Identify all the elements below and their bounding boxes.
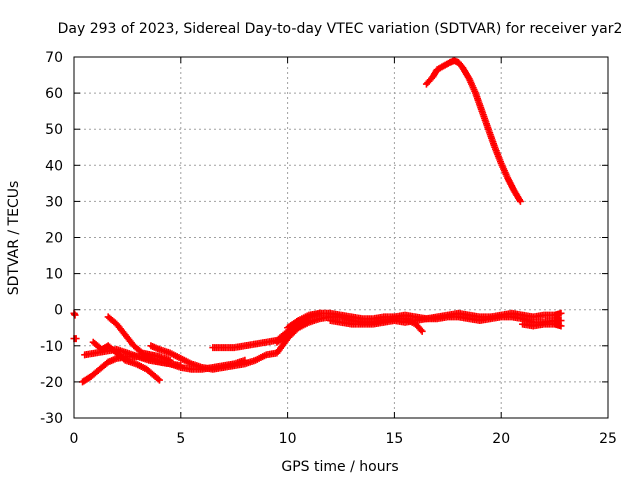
series-track-13 bbox=[422, 57, 524, 205]
x-axis-label: GPS time / hours bbox=[281, 459, 398, 475]
chart-title: Day 293 of 2023, Sidereal Day-to-day VTE… bbox=[58, 21, 623, 37]
ticks bbox=[73, 56, 609, 419]
y-tick-label: -20 bbox=[40, 375, 63, 391]
data-point-markers bbox=[519, 320, 565, 330]
data-point-markers bbox=[422, 57, 524, 205]
y-tick-label: 70 bbox=[45, 50, 63, 66]
x-tick-label: 0 bbox=[70, 431, 79, 447]
y-tick-label: 50 bbox=[45, 122, 63, 138]
y-tick-label: 40 bbox=[45, 158, 63, 174]
y-tick-label: -10 bbox=[40, 339, 63, 355]
grid bbox=[74, 57, 608, 418]
y-tick-label: -30 bbox=[40, 411, 63, 427]
x-tick-label: 5 bbox=[176, 431, 185, 447]
data-point-markers bbox=[89, 338, 163, 384]
x-tick-label: 20 bbox=[492, 431, 510, 447]
y-tick-label: 10 bbox=[45, 267, 63, 283]
y-axis-label: SDTVAR / TECUs bbox=[6, 181, 22, 296]
series-track-6 bbox=[104, 313, 174, 364]
y-tick-label: 30 bbox=[45, 194, 63, 210]
series-track-12 bbox=[519, 320, 565, 330]
x-tick-label: 10 bbox=[279, 431, 297, 447]
tick-labels: 0 5 10 15 20 25 -30 -20 -10 0 10 20 30 40 50 60 70 bbox=[40, 50, 617, 447]
y-tick-label: 60 bbox=[45, 86, 63, 102]
x-tick-label: 15 bbox=[385, 431, 403, 447]
data-point-markers bbox=[104, 313, 174, 364]
y-tick-label: 0 bbox=[54, 303, 63, 319]
series-track-5 bbox=[89, 338, 163, 384]
x-tick-label: 25 bbox=[599, 431, 617, 447]
y-tick-label: 20 bbox=[45, 231, 63, 247]
